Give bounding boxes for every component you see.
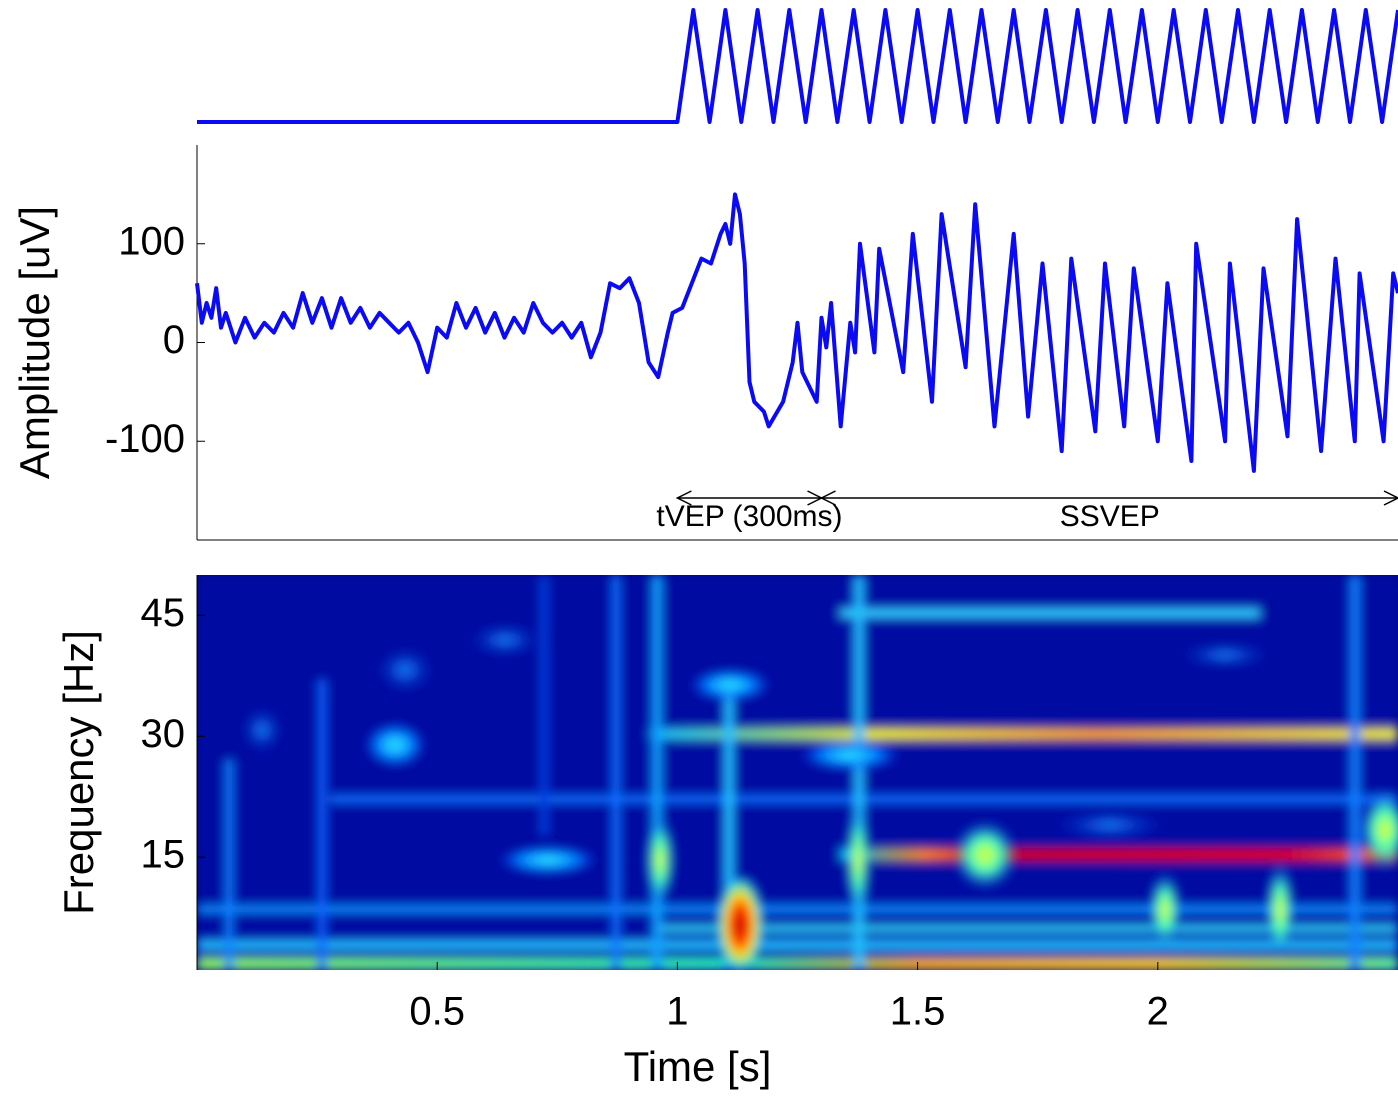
- arrow-head: [675, 490, 692, 506]
- arrow-head: [1383, 490, 1398, 506]
- x-tick-label: 2: [1147, 990, 1169, 1034]
- spectrogram: [197, 575, 1398, 970]
- annotation-label: SSVEP: [1060, 500, 1160, 533]
- y-tick-label: 0: [163, 318, 185, 362]
- y-axis-label: Amplitude [uV]: [11, 206, 58, 479]
- y-tick-label: 30: [141, 712, 186, 756]
- signal-line: [195, 192, 1398, 473]
- annotation-label: tVEP (300ms): [656, 500, 842, 533]
- y-tick-label: 100: [118, 219, 185, 263]
- x-tick-label: 0.5: [409, 990, 465, 1034]
- x-tick-label: 1.5: [890, 990, 946, 1034]
- y-tick-label: 45: [141, 591, 186, 635]
- x-tick-label: 1: [666, 990, 688, 1034]
- signal-line: [197, 8, 1398, 124]
- y-axis-label: Frequency [Hz]: [55, 630, 102, 915]
- arrow-head: [819, 490, 836, 506]
- y-tick-label: 15: [141, 833, 186, 877]
- x-axis-label: Time [s]: [624, 1043, 772, 1090]
- y-tick-label: -100: [105, 417, 185, 461]
